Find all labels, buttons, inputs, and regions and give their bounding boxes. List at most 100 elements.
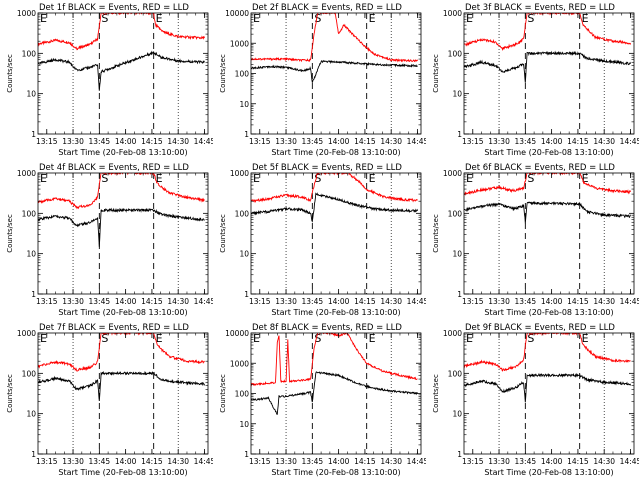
plot-frame: [37, 12, 209, 135]
events-series-line: [251, 59, 418, 84]
x-tick-label: 14:45: [620, 137, 639, 146]
y-tick-label: 10: [452, 90, 462, 99]
detector-panel-6: Det 6f BLACK = Events, RED = LLD Counts/s…: [426, 160, 639, 320]
x-tick-label: 14:45: [194, 457, 213, 466]
x-tick-label: 13:45: [89, 297, 111, 306]
chart-svg: Det 6f BLACK = Events, RED = LLD Counts/s…: [432, 163, 639, 317]
marker-label: S: [527, 172, 534, 185]
y-tick-label: 1000: [443, 329, 462, 338]
x-tick-label: 14:00: [541, 297, 563, 306]
chart-title: Det 5f BLACK = Events, RED = LLD: [252, 163, 402, 173]
y-tick-label: 1: [31, 290, 36, 299]
events-series-line: [38, 207, 205, 247]
y-tick-label: 1000: [17, 169, 36, 178]
y-tick-label: 10: [239, 420, 249, 429]
lld-series-line: [464, 13, 631, 52]
marker-label: E: [156, 172, 163, 185]
lld-series-line: [38, 13, 205, 51]
x-tick-label: 13:30: [62, 297, 84, 306]
x-tick-label: 14:30: [593, 457, 615, 466]
y-tick-label: 1000: [230, 169, 249, 178]
x-tick-label: 13:15: [36, 457, 58, 466]
x-tick-label: 13:15: [36, 137, 58, 146]
marker-label: E: [253, 12, 260, 25]
y-tick-label: 100: [235, 70, 250, 79]
y-axis-label: Counts/sec: [432, 54, 440, 93]
y-axis-label: Counts/sec: [219, 54, 227, 93]
chart-title: Det 4f BLACK = Events, RED = LLD: [39, 163, 189, 173]
chart-title: Det 3f BLACK = Events, RED = LLD: [465, 3, 615, 13]
x-tick-label: 13:45: [302, 297, 324, 306]
x-tick-label: 14:15: [567, 297, 589, 306]
x-tick-label: 13:15: [462, 137, 484, 146]
marker-label: S: [101, 12, 108, 25]
y-tick-label: 10000: [225, 9, 249, 18]
x-tick-label: 14:15: [354, 297, 376, 306]
chart-svg: Det 8f BLACK = Events, RED = LLD Counts/s…: [219, 323, 426, 477]
x-tick-label: 14:30: [593, 297, 615, 306]
x-axis-label: Start Time (20-Feb-08 13:10:00): [484, 468, 613, 477]
marker-label: E: [582, 172, 589, 185]
y-tick-label: 1000: [443, 169, 462, 178]
y-axis-label: Counts/sec: [6, 374, 14, 413]
chart-svg: Det 2f BLACK = Events, RED = LLD Counts/s…: [219, 3, 426, 157]
lld-series-line: [38, 333, 205, 372]
x-tick-label: 14:00: [115, 457, 137, 466]
x-tick-label: 14:00: [328, 457, 350, 466]
y-tick-label: 10: [452, 410, 462, 419]
x-tick-label: 14:15: [354, 457, 376, 466]
x-tick-label: 13:30: [275, 297, 297, 306]
y-tick-label: 10: [452, 250, 462, 259]
y-tick-label: 10: [239, 250, 249, 259]
marker-label: E: [253, 332, 260, 345]
x-tick-label: 14:45: [407, 297, 426, 306]
x-axis-label: Start Time (20-Feb-08 13:10:00): [58, 468, 187, 477]
y-tick-label: 100: [448, 49, 463, 58]
marker-label: E: [369, 332, 376, 345]
y-axis-label: Counts/sec: [432, 214, 440, 253]
events-series-line: [251, 192, 418, 223]
y-tick-label: 100: [22, 49, 37, 58]
y-tick-label: 100: [448, 369, 463, 378]
x-tick-label: 13:15: [462, 457, 484, 466]
events-series-line: [464, 372, 631, 403]
x-axis-label: Start Time (20-Feb-08 13:10:00): [271, 468, 400, 477]
x-tick-label: 13:30: [488, 457, 510, 466]
plot-frame: [250, 12, 422, 135]
x-tick-label: 13:45: [302, 457, 324, 466]
detector-panel-9: Det 9f BLACK = Events, RED = LLD Counts/s…: [426, 320, 639, 480]
x-tick-label: 13:45: [302, 137, 324, 146]
x-tick-label: 14:00: [328, 297, 350, 306]
detector-panel-2: Det 2f BLACK = Events, RED = LLD Counts/s…: [213, 0, 426, 160]
plot-frame: [463, 332, 635, 455]
y-tick-label: 1000: [17, 9, 36, 18]
x-tick-label: 14:15: [354, 137, 376, 146]
x-tick-label: 14:45: [194, 137, 213, 146]
marker-label: E: [466, 12, 473, 25]
events-series-line: [251, 371, 418, 415]
x-tick-label: 13:30: [488, 137, 510, 146]
detector-panel-5: Det 5f BLACK = Events, RED = LLD Counts/s…: [213, 160, 426, 320]
chart-svg: Det 4f BLACK = Events, RED = LLD Counts/s…: [6, 163, 213, 317]
x-tick-label: 14:00: [541, 457, 563, 466]
y-axis-label: Counts/sec: [219, 214, 227, 253]
x-tick-label: 14:45: [194, 297, 213, 306]
events-series-line: [464, 200, 631, 224]
x-tick-label: 14:45: [620, 457, 639, 466]
x-axis-label: Start Time (20-Feb-08 13:10:00): [484, 148, 613, 157]
x-tick-label: 14:30: [593, 137, 615, 146]
y-tick-label: 100: [235, 390, 250, 399]
y-tick-label: 1: [457, 450, 462, 459]
x-tick-label: 13:30: [275, 137, 297, 146]
detector-panel-8: Det 8f BLACK = Events, RED = LLD Counts/s…: [213, 320, 426, 480]
x-tick-label: 13:15: [249, 137, 271, 146]
plot-frame: [463, 172, 635, 295]
marker-label: E: [156, 332, 163, 345]
y-tick-label: 10: [26, 250, 36, 259]
marker-label: E: [156, 12, 163, 25]
x-axis-label: Start Time (20-Feb-08 13:10:00): [271, 148, 400, 157]
y-tick-label: 100: [22, 209, 37, 218]
marker-label: E: [40, 332, 47, 345]
lld-series-line: [464, 173, 631, 196]
x-tick-label: 13:30: [275, 457, 297, 466]
